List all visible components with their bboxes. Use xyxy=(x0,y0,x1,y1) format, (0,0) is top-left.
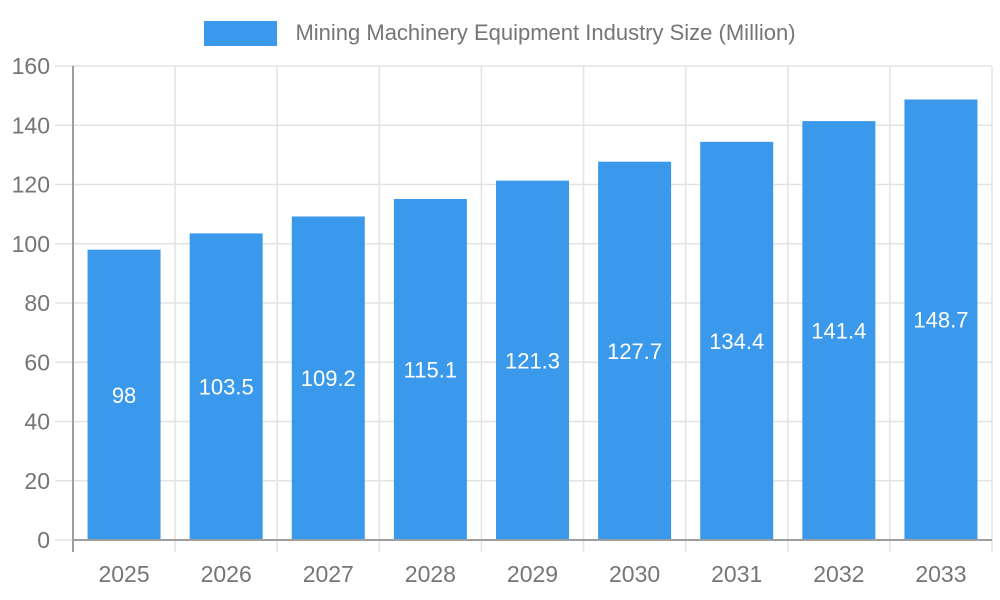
x-axis-tick-label: 2030 xyxy=(609,561,660,587)
bar-value-label: 115.1 xyxy=(404,358,457,383)
bar-value-label: 127.7 xyxy=(607,339,662,364)
x-axis-tick-label: 2033 xyxy=(915,561,966,587)
bar-value-label: 98 xyxy=(112,383,136,408)
bar-value-label: 141.4 xyxy=(811,319,866,344)
x-axis-tick-label: 2026 xyxy=(201,561,252,587)
y-axis-tick-label: 60 xyxy=(24,349,50,375)
legend-swatch xyxy=(204,20,278,46)
x-axis-tick-label: 2027 xyxy=(303,561,354,587)
bar-value-label: 109.2 xyxy=(301,366,356,391)
bar-2033[interactable] xyxy=(904,99,978,540)
y-axis-tick-label: 80 xyxy=(24,290,50,316)
bar-value-label: 134.4 xyxy=(709,329,764,354)
bar-2031[interactable] xyxy=(700,141,774,540)
bar-2030[interactable] xyxy=(598,161,672,540)
x-axis-tick-label: 2028 xyxy=(405,561,456,587)
x-axis-tick-label: 2031 xyxy=(711,561,762,587)
legend-label: Mining Machinery Equipment Industry Size… xyxy=(295,20,796,45)
y-axis-tick-label: 120 xyxy=(12,172,50,198)
bar-2025[interactable] xyxy=(87,249,161,541)
y-axis-tick-label: 20 xyxy=(24,468,50,494)
x-axis-tick-label: 2029 xyxy=(507,561,558,587)
bar-value-label: 121.3 xyxy=(505,348,560,373)
bar-2026[interactable] xyxy=(189,233,263,540)
bar-value-label: 103.5 xyxy=(199,375,254,400)
bar-2028[interactable] xyxy=(393,199,467,541)
legend[interactable]: Mining Machinery Equipment Industry Size… xyxy=(0,18,1000,48)
bar-2032[interactable] xyxy=(802,121,876,540)
y-axis-tick-label: 0 xyxy=(37,527,50,553)
y-axis-tick-label: 100 xyxy=(12,231,50,257)
y-axis-tick-label: 160 xyxy=(12,53,50,79)
y-axis-tick-label: 140 xyxy=(12,112,50,138)
bar-2029[interactable] xyxy=(495,180,570,540)
x-axis-tick-label: 2032 xyxy=(813,561,864,587)
bar-value-label: 148.7 xyxy=(913,308,968,333)
bar-2027[interactable] xyxy=(291,216,365,540)
y-axis-tick-label: 40 xyxy=(24,409,50,435)
x-axis-tick-label: 2025 xyxy=(98,561,149,587)
